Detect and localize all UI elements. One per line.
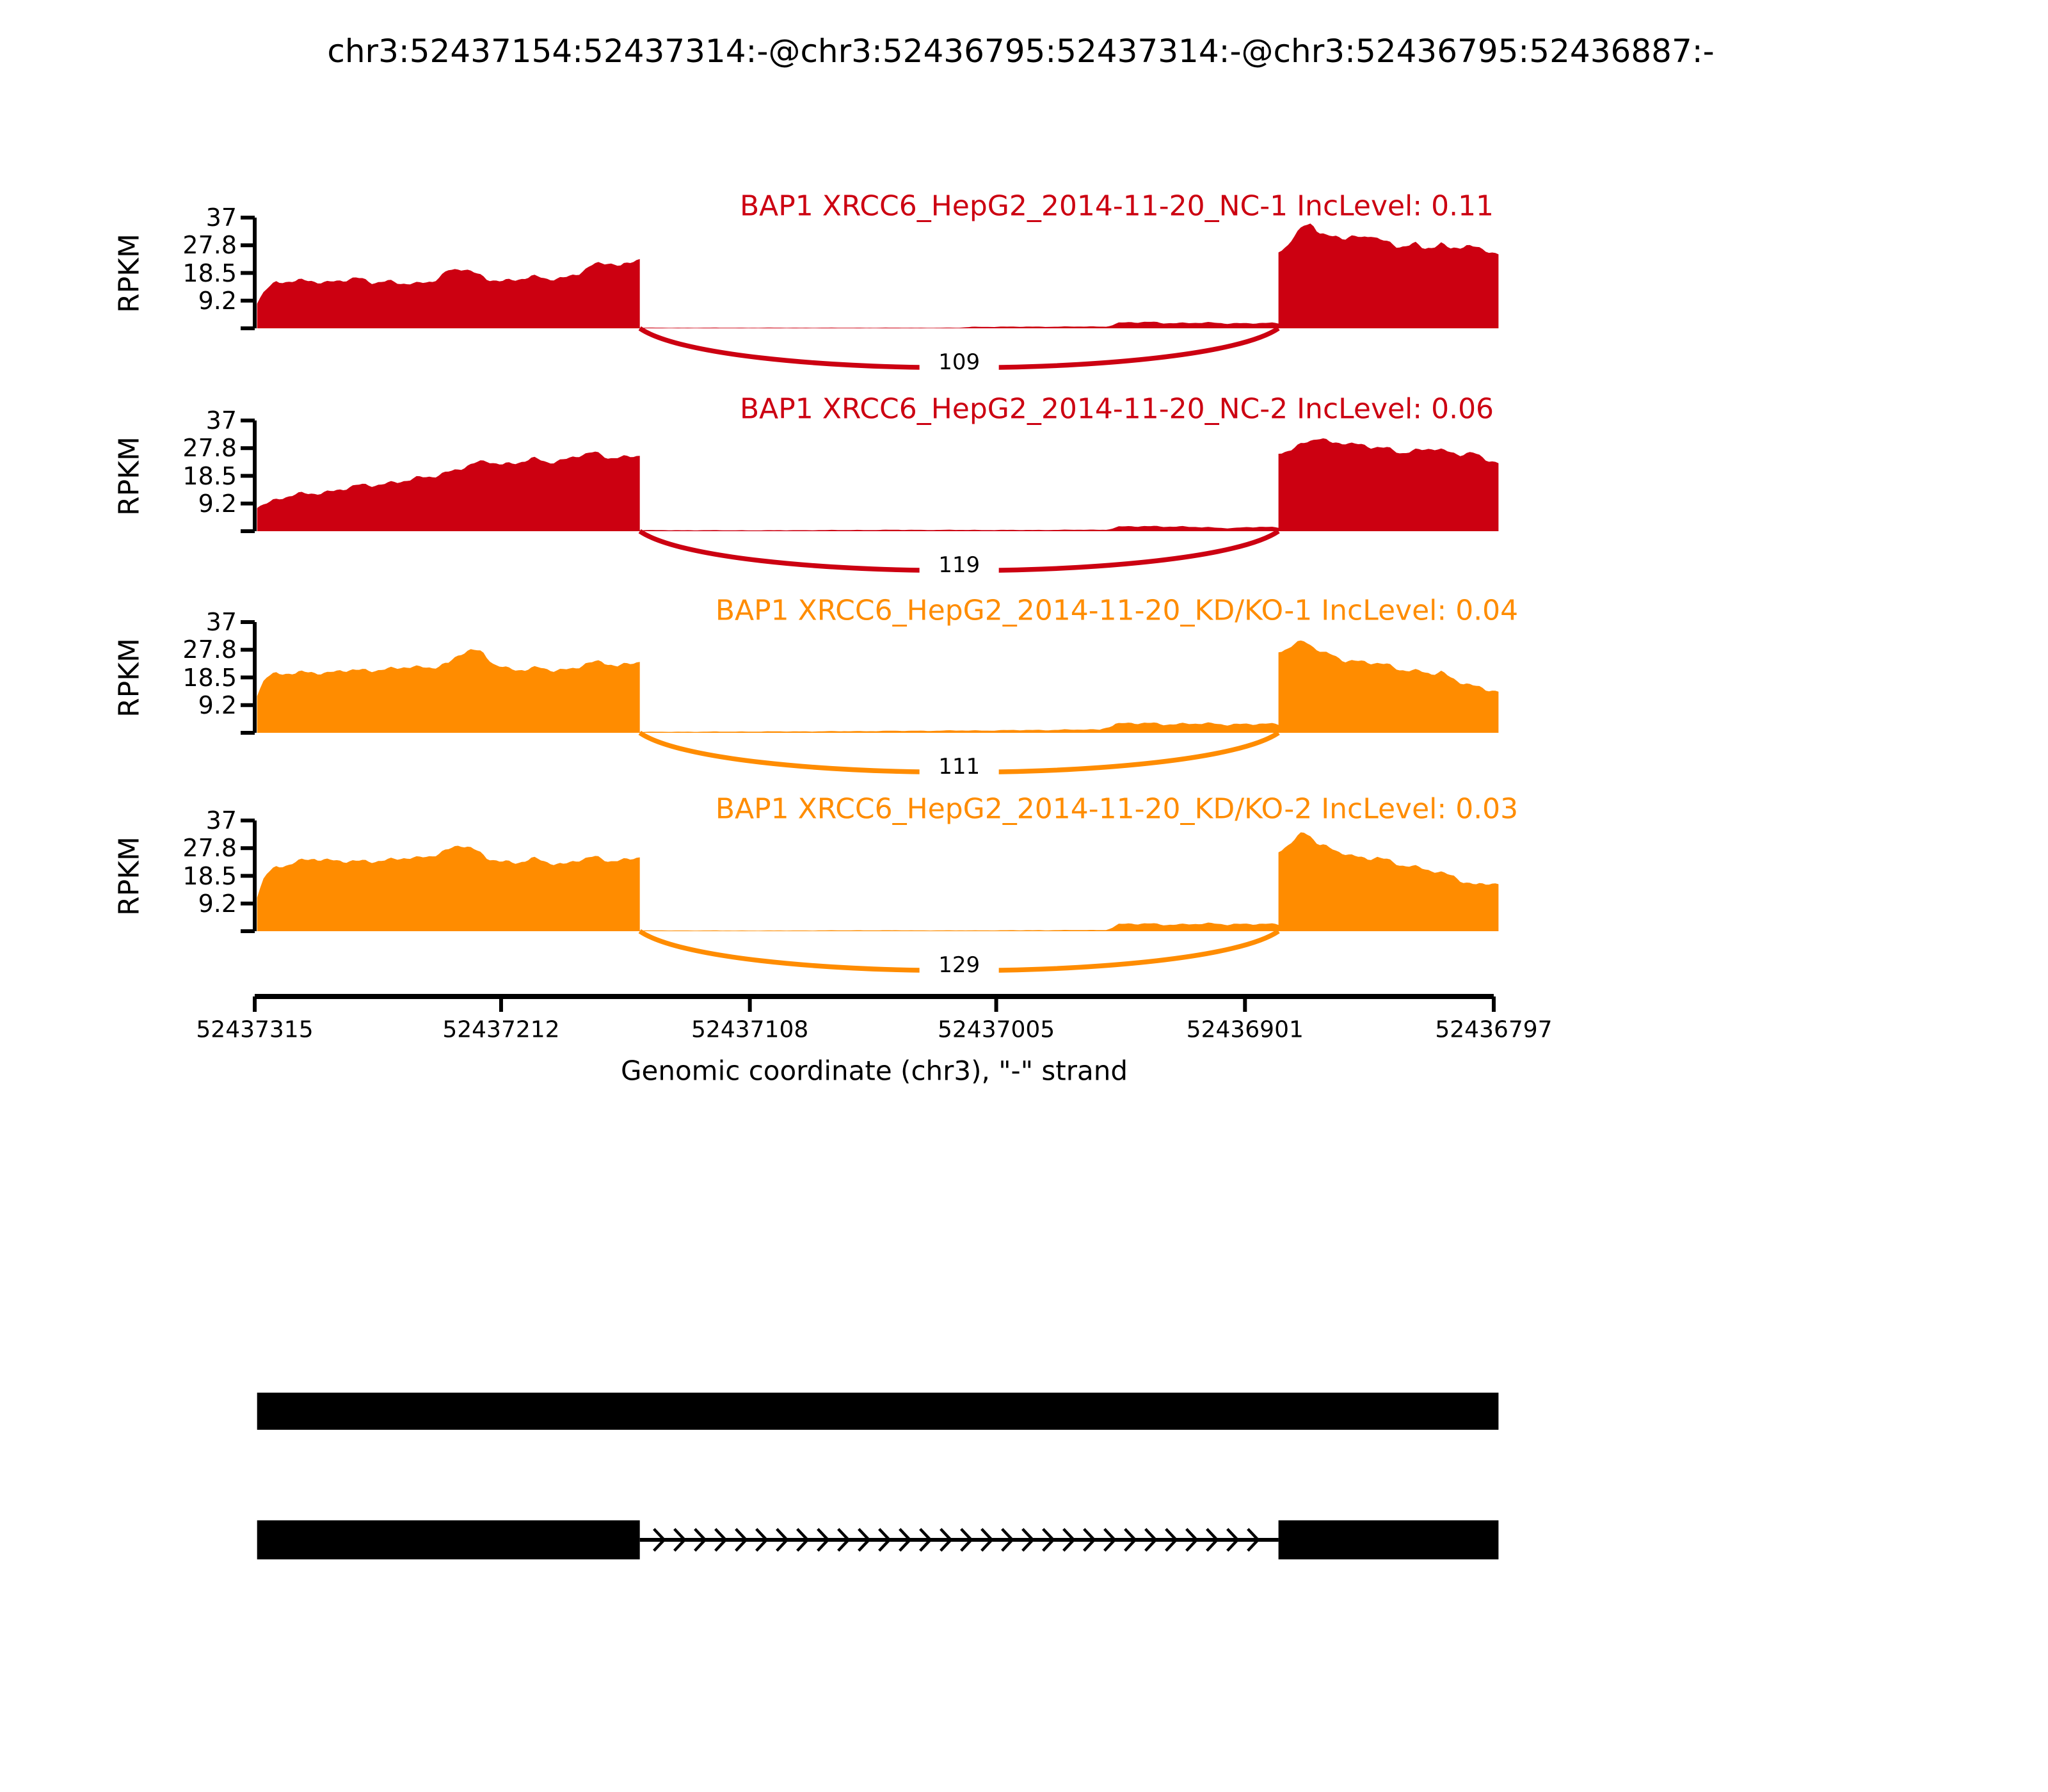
retained-intron-isoform xyxy=(257,1393,1499,1430)
junction-count-label-2: 119 xyxy=(938,552,980,578)
coverage-area-track-3 xyxy=(257,640,1499,733)
y-axis-tick-label: 18.5 xyxy=(182,861,237,890)
rpkm-axis-label-2: RPKM xyxy=(113,436,146,516)
junction-label-gap-track-4 xyxy=(919,952,999,979)
y-axis-tick-label: 27.8 xyxy=(182,834,237,863)
junction-label-gap-track-3 xyxy=(919,754,999,781)
rpkm-axis-label-3: RPKM xyxy=(113,637,146,717)
y-axis-tick-label: 18.5 xyxy=(182,461,237,490)
y-axis-tick-label: 27.8 xyxy=(182,231,237,260)
intron-arrow-icon xyxy=(1062,1528,1076,1552)
intron-arrow-icon xyxy=(755,1528,769,1552)
x-axis-tick-label-5: 52436901 xyxy=(1186,1016,1304,1043)
intron-arrow-icon xyxy=(878,1528,892,1552)
spliced-isoform xyxy=(257,1520,1499,1560)
spliced-isoform-exon xyxy=(257,1520,640,1560)
x-axis xyxy=(253,994,1496,1012)
intron-arrow-icon xyxy=(776,1528,789,1552)
y-axis-tick-label: 9.2 xyxy=(198,691,237,719)
rpkm-axis-label-1: RPKM xyxy=(113,233,146,313)
intron-arrow-icon xyxy=(1103,1528,1117,1552)
y-axis-track-4 xyxy=(241,819,257,933)
y-axis-tick-label: 37 xyxy=(205,406,237,435)
intron-arrow-icon xyxy=(796,1528,810,1552)
junction-count-label-1: 109 xyxy=(938,349,980,375)
x-axis-tick-label-3: 52437108 xyxy=(691,1016,809,1043)
y-axis-tick-label: 18.5 xyxy=(182,663,237,692)
intron-arrow-icon xyxy=(1124,1528,1137,1552)
x-axis-tick-label-4: 52437005 xyxy=(937,1016,1055,1043)
y-axis-tick-label: 18.5 xyxy=(182,259,237,287)
intron-arrow-icon xyxy=(735,1528,748,1552)
spliced-isoform-exon xyxy=(1278,1520,1499,1560)
intron-arrow-icon xyxy=(1185,1528,1199,1552)
y-axis-tick-label: 27.8 xyxy=(182,636,237,664)
y-axis-tick-label: 37 xyxy=(205,806,237,835)
intron-arrow-icon xyxy=(714,1528,728,1552)
intron-arrow-icon xyxy=(1226,1528,1240,1552)
intron-arrow-icon xyxy=(694,1528,707,1552)
y-axis-tick-label: 9.2 xyxy=(198,286,237,315)
y-axis-tick-label: 9.2 xyxy=(198,489,237,518)
track-label-4: BAP1 XRCC6_HepG2_2014-11-20_KD/KO-2 IncL… xyxy=(715,792,1519,826)
y-axis-tick-label: 9.2 xyxy=(198,889,237,918)
intron-arrow-icon xyxy=(837,1528,851,1552)
intron-arrow-icon xyxy=(960,1528,973,1552)
rpkm-axis-label-4: RPKM xyxy=(113,836,146,916)
junction-count-label-4: 129 xyxy=(938,952,980,978)
track-label-1: BAP1 XRCC6_HepG2_2014-11-20_NC-1 IncLeve… xyxy=(739,189,1494,223)
x-axis-title: Genomic coordinate (chr3), "-" strand xyxy=(620,1055,1128,1087)
intron-arrow-icon xyxy=(980,1528,994,1552)
intron-arrow-icon xyxy=(673,1528,687,1552)
x-axis-tick-label-6: 52436797 xyxy=(1435,1016,1553,1043)
intron-arrow-icon xyxy=(899,1528,912,1552)
coverage-area-track-2 xyxy=(257,438,1499,531)
junction-label-gap-track-2 xyxy=(919,552,999,579)
intron-arrow-icon xyxy=(919,1528,932,1552)
coverage-area-track-1 xyxy=(257,223,1499,328)
intron-arrow-icon xyxy=(1001,1528,1014,1552)
y-axis-track-3 xyxy=(241,620,257,735)
y-axis-tick-label: 37 xyxy=(205,204,237,232)
intron-arrow-icon xyxy=(1042,1528,1055,1552)
x-axis-tick-label-2: 52437212 xyxy=(442,1016,560,1043)
retained-intron-isoform-exon xyxy=(257,1393,1499,1430)
intron-arrow-icon xyxy=(1247,1528,1260,1552)
junction-label-gap-track-1 xyxy=(919,349,999,376)
track-label-3: BAP1 XRCC6_HepG2_2014-11-20_KD/KO-1 IncL… xyxy=(715,594,1519,627)
track-label-2: BAP1 XRCC6_HepG2_2014-11-20_NC-2 IncLeve… xyxy=(739,392,1494,426)
x-axis-tick-label-1: 52437315 xyxy=(196,1016,314,1043)
intron-arrow-icon xyxy=(940,1528,953,1552)
intron-arrow-icon xyxy=(1165,1528,1178,1552)
intron-arrow-icon xyxy=(817,1528,830,1552)
y-axis-track-2 xyxy=(241,419,257,533)
intron-arrow-icon xyxy=(1083,1528,1096,1552)
junction-count-label-3: 111 xyxy=(938,754,980,780)
intron-arrow-icon xyxy=(858,1528,871,1552)
intron-arrow-icon xyxy=(1021,1528,1035,1552)
intron-arrow-icon xyxy=(1144,1528,1158,1552)
intron-arrow-icon xyxy=(653,1528,666,1552)
intron-arrow-icon xyxy=(1206,1528,1219,1552)
y-axis-track-1 xyxy=(241,216,257,330)
plot-title: chr3:52437154:52437314:-@chr3:52436795:5… xyxy=(327,33,1715,70)
coverage-area-track-4 xyxy=(257,832,1499,931)
y-axis-tick-label: 37 xyxy=(205,608,237,636)
y-axis-tick-label: 27.8 xyxy=(182,434,237,463)
